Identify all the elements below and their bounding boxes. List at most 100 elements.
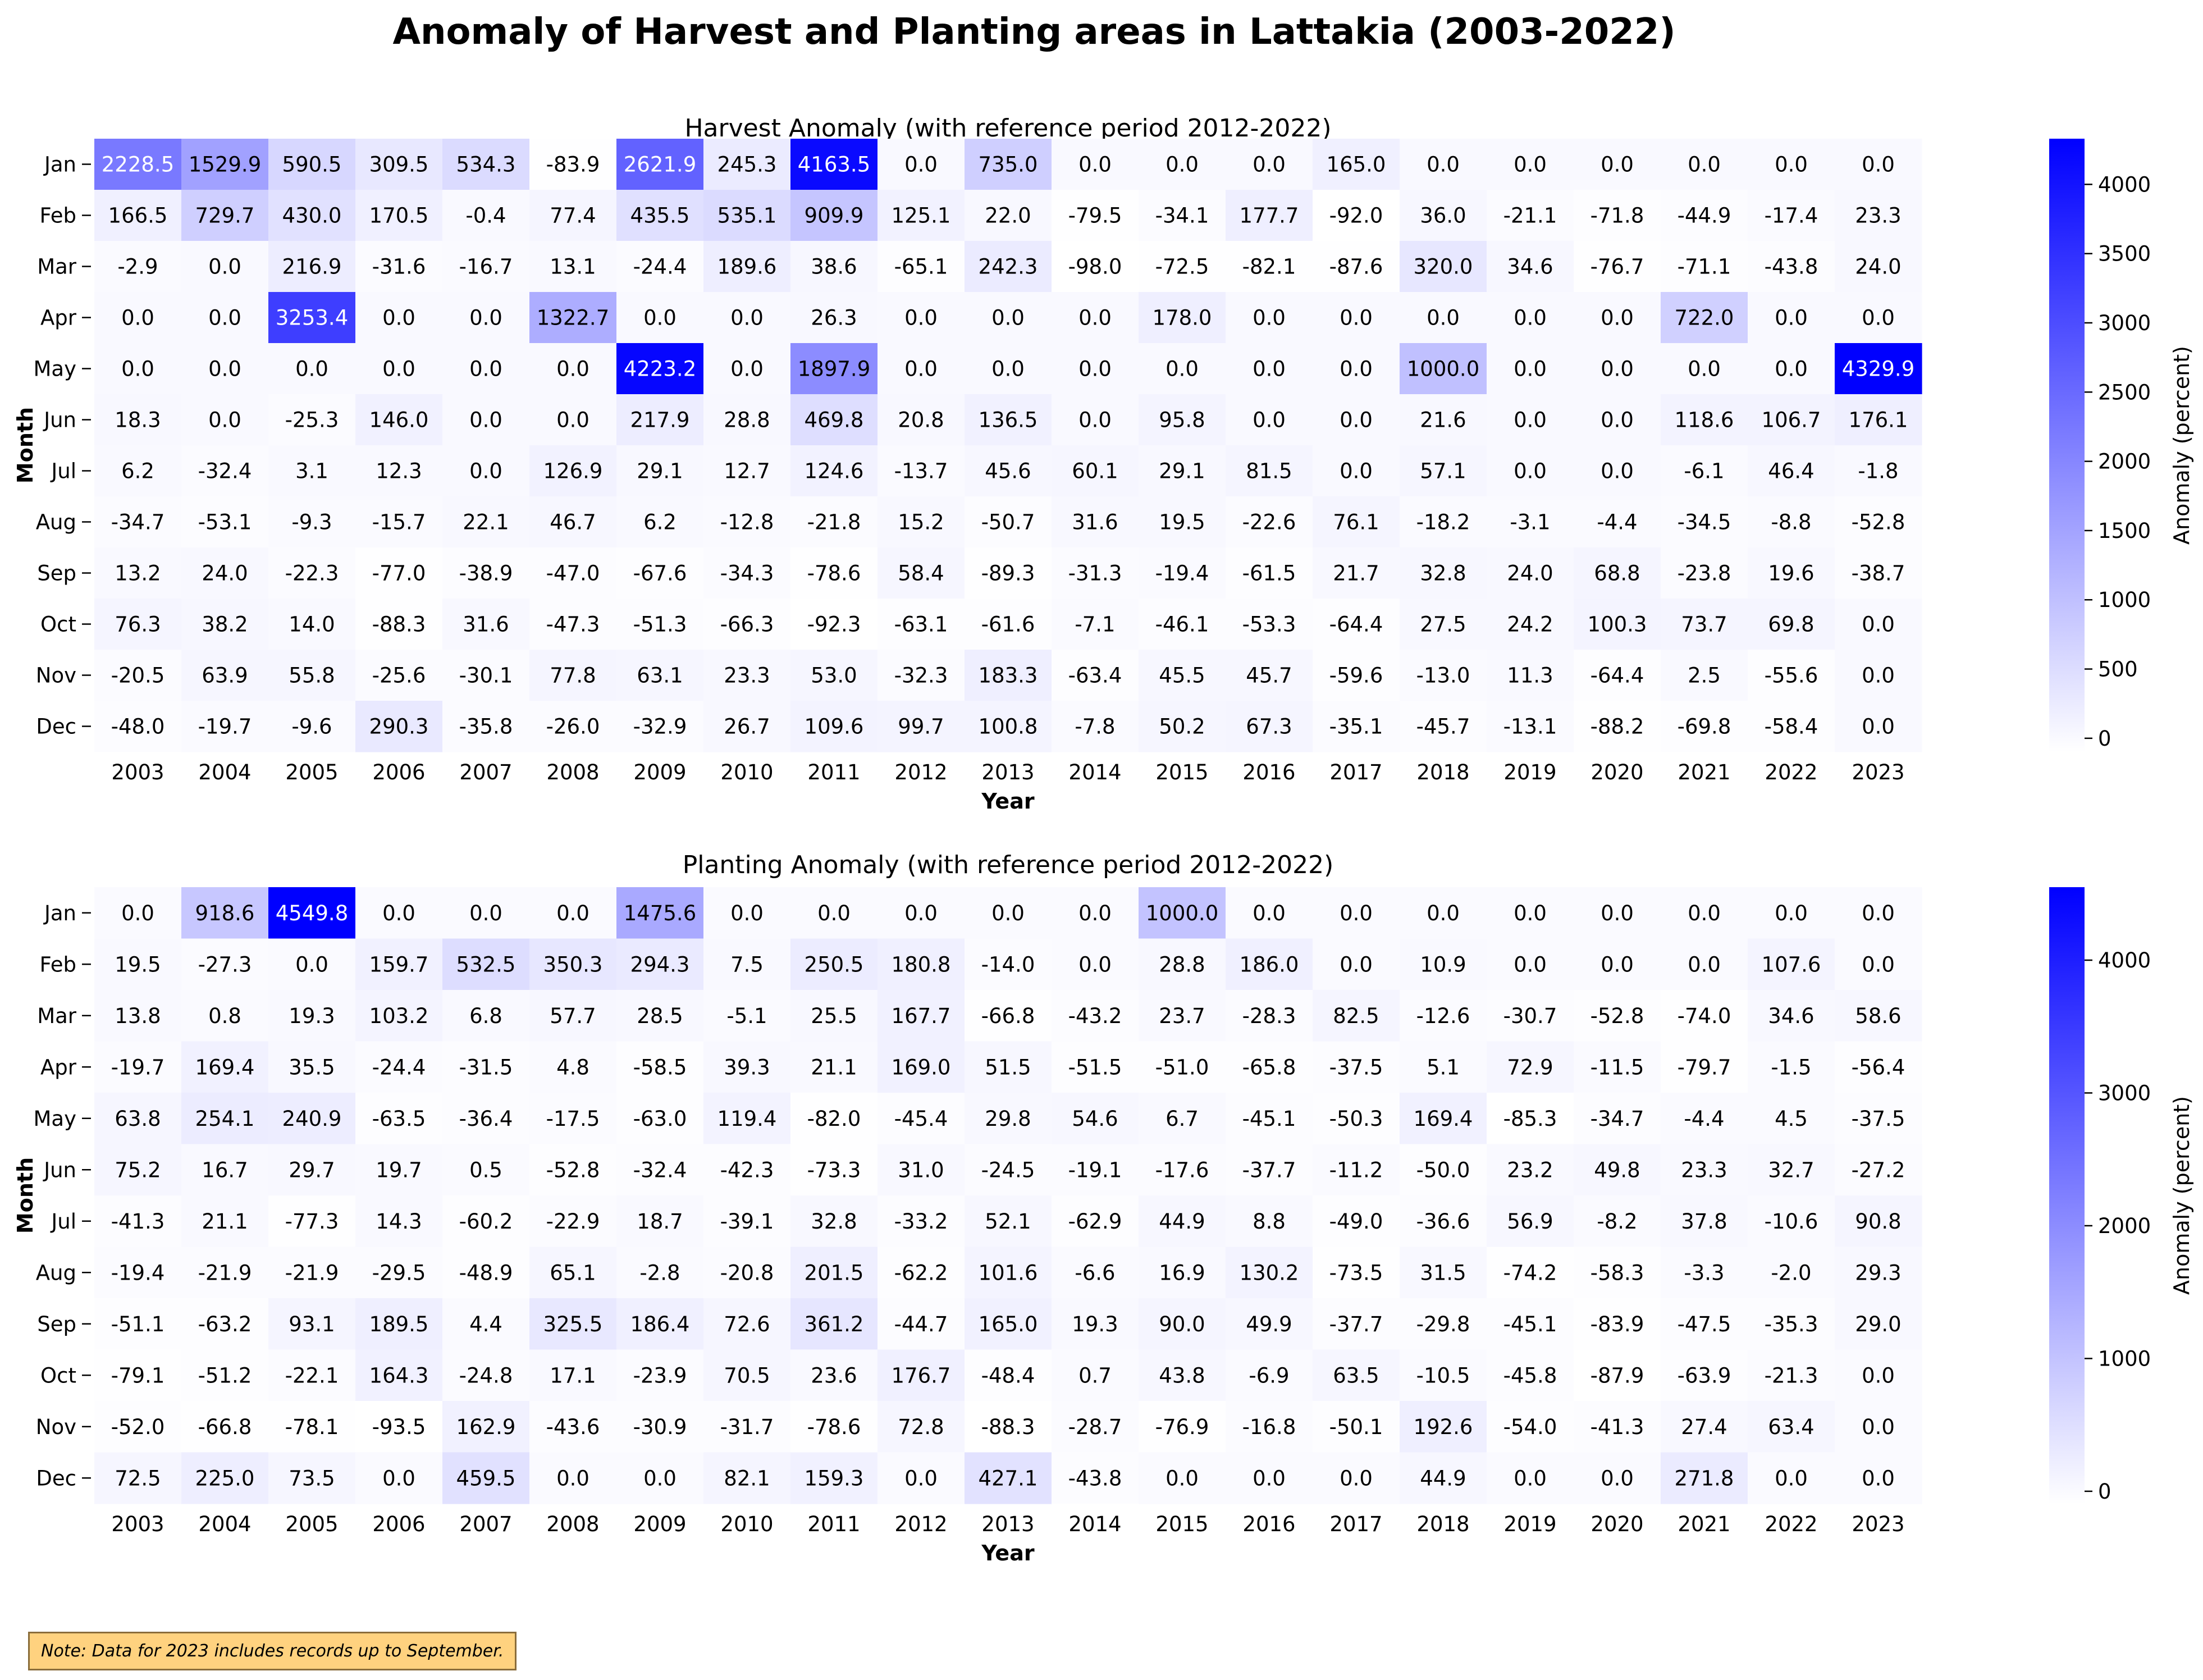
cell-value-label: 124.6	[805, 459, 864, 483]
heatmap-cell	[703, 1247, 791, 1299]
heatmap-cell	[703, 241, 791, 293]
cell-value-label: 0.0	[1775, 153, 1808, 177]
x-tick-label: 2005	[285, 1512, 338, 1536]
cell-value-label: 130.2	[1240, 1261, 1299, 1285]
heatmap-cell	[1052, 445, 1139, 497]
cell-value-label: 13.8	[115, 1004, 161, 1028]
cell-value-label: -37.7	[1242, 1158, 1296, 1182]
heatmap-cell	[529, 241, 617, 293]
cell-value-label: -22.9	[546, 1209, 600, 1234]
cell-value-label: 0.0	[1862, 306, 1895, 330]
cell-value-label: 0.0	[1601, 408, 1634, 432]
cell-value-label: -24.5	[981, 1158, 1035, 1182]
cell-value-label: 0.0	[904, 357, 938, 381]
cell-value-label: -9.6	[291, 715, 332, 739]
colorbar	[2049, 139, 2085, 752]
cell-value-label: 430.0	[282, 204, 342, 228]
heatmap-cell	[94, 394, 182, 446]
heatmap-cell	[790, 496, 878, 548]
cell-value-label: -12.6	[1416, 1004, 1470, 1028]
heatmap-cell	[1661, 547, 1748, 599]
heatmap-cell	[1313, 343, 1400, 395]
heatmap-cell	[94, 1247, 182, 1299]
cell-value-label: 0.0	[730, 357, 764, 381]
heatmap-cell	[703, 1093, 791, 1145]
heatmap-cell	[1052, 887, 1139, 939]
y-tick-label: Nov	[36, 664, 76, 688]
cell-value-label: -48.0	[111, 715, 165, 739]
cell-value-label: 0.0	[1862, 664, 1895, 688]
planting-heatmap: Planting Anomaly (with reference period …	[13, 851, 2194, 1565]
cell-value-label: 729.7	[195, 204, 255, 228]
heatmap-cell	[1487, 1195, 1574, 1248]
cell-value-label: 240.9	[282, 1107, 342, 1131]
heatmap-cell	[1835, 1452, 1922, 1504]
cell-value-label: 90.0	[1159, 1312, 1205, 1336]
heatmap-cell	[181, 343, 269, 395]
cell-value-label: 63.9	[202, 664, 248, 688]
cell-value-label: -11.2	[1329, 1158, 1383, 1182]
heatmap-cell	[790, 241, 878, 293]
heatmap-cell	[355, 1298, 443, 1350]
heatmap-cell	[1835, 1349, 1922, 1401]
y-tick-label: Dec	[36, 1466, 76, 1490]
cell-value-label: 90.8	[1855, 1209, 1901, 1234]
cell-value-label: 63.1	[637, 664, 683, 688]
heatmap-cell	[877, 1041, 965, 1093]
heatmap-cell	[1748, 547, 1835, 599]
heatmap-cell	[790, 1093, 878, 1145]
heatmap-cell	[355, 1349, 443, 1401]
heatmap-cell	[965, 241, 1052, 293]
cell-value-label: 0.0	[1688, 901, 1721, 925]
heatmap-cell	[1400, 1401, 1487, 1453]
heatmap-cell	[1139, 1041, 1226, 1093]
heatmap-cell	[1661, 343, 1748, 395]
cell-value-label: -52.8	[1590, 1004, 1644, 1028]
heatmap-cell	[355, 190, 443, 241]
cell-value-label: -43.6	[546, 1415, 600, 1439]
x-tick-label: 2017	[1329, 1512, 1382, 1536]
cell-value-label: -30.7	[1503, 1004, 1557, 1028]
cell-value-label: 6.2	[121, 459, 154, 483]
heatmap-cell	[1748, 1349, 1835, 1401]
cell-value-label: 0.0	[1775, 1466, 1808, 1490]
cell-value-label: -87.6	[1329, 255, 1383, 279]
heatmap-cell	[616, 887, 704, 939]
heatmap-cell	[442, 990, 530, 1042]
heatmap-cell	[94, 1298, 182, 1350]
cell-value-label: 0.0	[1601, 153, 1634, 177]
heatmap-cell	[94, 547, 182, 599]
heatmap-cell	[1313, 938, 1400, 990]
cell-value-label: 0.0	[1862, 1466, 1895, 1490]
heatmap-cell	[442, 938, 530, 990]
cell-value-label: 254.1	[195, 1107, 255, 1131]
heatmap-cell	[1139, 1247, 1226, 1299]
cell-value-label: -37.5	[1852, 1107, 1905, 1131]
heatmap-cell	[529, 701, 617, 752]
heatmap-cell	[965, 496, 1052, 548]
heatmap-cell	[790, 887, 878, 939]
cell-value-label: 427.1	[979, 1466, 1038, 1490]
cell-value-label: 45.7	[1246, 664, 1292, 688]
cell-value-label: 0.0	[556, 357, 589, 381]
cell-value-label: -64.4	[1329, 613, 1383, 637]
heatmap-cell	[1226, 1144, 1313, 1196]
heatmap-cell	[442, 139, 530, 190]
cell-value-label: -53.3	[1242, 613, 1296, 637]
heatmap-cell	[1052, 190, 1139, 241]
heatmap-cell	[529, 1093, 617, 1145]
cell-value-label: -45.8	[1503, 1363, 1557, 1387]
heatmap-cell	[616, 190, 704, 241]
heatmap-cell	[877, 1452, 965, 1504]
cell-value-label: 170.5	[369, 204, 429, 228]
heatmap-cell	[1748, 938, 1835, 990]
cell-value-label: 186.0	[1240, 952, 1299, 976]
cell-value-label: 23.3	[1855, 204, 1901, 228]
x-tick-label: 2023	[1852, 760, 1904, 784]
heatmap-cell	[1835, 1401, 1922, 1453]
heatmap-cell	[1574, 887, 1661, 939]
colorbar-tick-label: 1000	[2098, 1346, 2151, 1371]
heatmap-cell	[181, 650, 269, 701]
heatmap-cell	[1487, 343, 1574, 395]
heatmap-cell	[1661, 599, 1748, 650]
